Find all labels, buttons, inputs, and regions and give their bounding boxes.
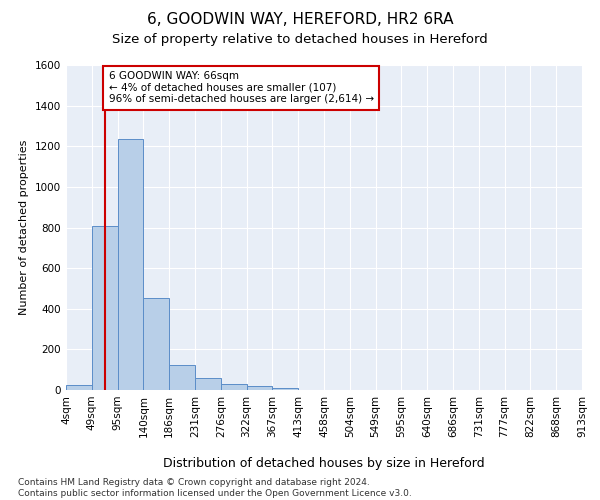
Text: 6, GOODWIN WAY, HEREFORD, HR2 6RA: 6, GOODWIN WAY, HEREFORD, HR2 6RA bbox=[147, 12, 453, 28]
Text: Size of property relative to detached houses in Hereford: Size of property relative to detached ho… bbox=[112, 32, 488, 46]
Text: 6 GOODWIN WAY: 66sqm
← 4% of detached houses are smaller (107)
96% of semi-detac: 6 GOODWIN WAY: 66sqm ← 4% of detached ho… bbox=[109, 71, 374, 104]
Bar bbox=[118, 139, 143, 390]
Bar bbox=[272, 388, 298, 390]
Bar bbox=[195, 378, 221, 390]
Bar bbox=[169, 364, 195, 390]
Bar bbox=[221, 384, 247, 390]
Text: Distribution of detached houses by size in Hereford: Distribution of detached houses by size … bbox=[163, 458, 485, 470]
Bar bbox=[143, 298, 169, 390]
Bar bbox=[92, 226, 118, 390]
Text: Contains HM Land Registry data © Crown copyright and database right 2024.
Contai: Contains HM Land Registry data © Crown c… bbox=[18, 478, 412, 498]
Y-axis label: Number of detached properties: Number of detached properties bbox=[19, 140, 29, 315]
Bar bbox=[247, 386, 272, 390]
Bar bbox=[66, 385, 92, 390]
